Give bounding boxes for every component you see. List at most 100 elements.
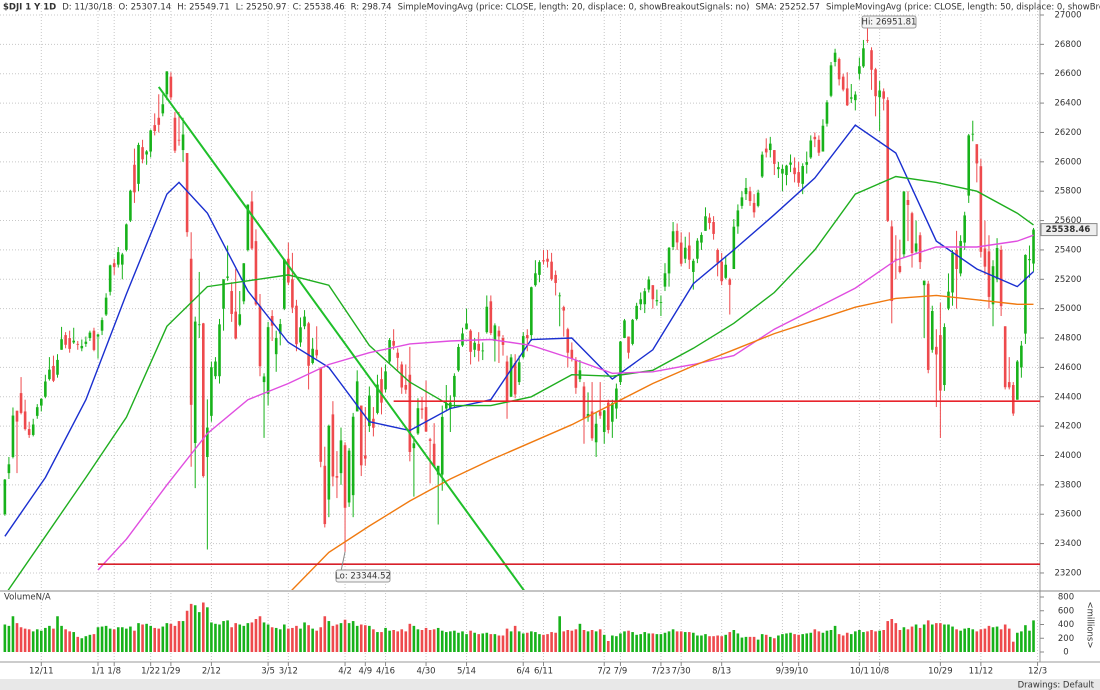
volume-bar bbox=[214, 623, 217, 652]
candle-body bbox=[169, 76, 173, 98]
candle-body bbox=[428, 439, 432, 441]
volume-bar bbox=[582, 630, 586, 652]
volume-bar bbox=[882, 630, 885, 652]
candle-body bbox=[112, 263, 116, 268]
candle-body bbox=[813, 136, 817, 140]
candle-body bbox=[189, 258, 193, 405]
x-tick-label: 7/9 bbox=[614, 667, 628, 677]
volume-bar bbox=[805, 633, 809, 652]
x-tick-label: 4/16 bbox=[376, 667, 395, 677]
x-tick-label: 10/29 bbox=[928, 667, 953, 677]
volume-bar bbox=[68, 631, 71, 652]
volume-bar bbox=[88, 634, 92, 652]
candle-body bbox=[983, 248, 987, 267]
volume-bar bbox=[817, 631, 821, 652]
volume-bar bbox=[436, 627, 440, 652]
candle-body bbox=[760, 154, 764, 177]
volume-bar bbox=[351, 621, 355, 652]
candle-body bbox=[635, 305, 638, 319]
volume-title: VolumeN/A bbox=[4, 593, 51, 603]
volume-bar bbox=[384, 627, 387, 652]
volume-bar bbox=[914, 624, 918, 652]
candle-body bbox=[376, 384, 379, 413]
candle-body bbox=[943, 327, 946, 386]
candle-body bbox=[246, 204, 250, 250]
candle-body bbox=[64, 335, 67, 345]
candle-body bbox=[262, 376, 266, 383]
volume-tick-label: 0 bbox=[1063, 648, 1068, 658]
candle-body bbox=[380, 379, 383, 403]
volume-bar bbox=[777, 635, 780, 652]
candle-body bbox=[789, 162, 792, 165]
candle-body bbox=[153, 125, 157, 131]
candle-body bbox=[1024, 254, 1027, 334]
volume-bar bbox=[388, 630, 391, 652]
x-tick-label: 7/30 bbox=[672, 667, 691, 677]
candle-body bbox=[282, 259, 286, 309]
candle-body bbox=[845, 88, 849, 106]
candle-body bbox=[287, 258, 290, 283]
volume-bar bbox=[258, 616, 262, 652]
header-item: $DJI 1 Y 1D bbox=[3, 3, 56, 13]
candle-body bbox=[930, 311, 934, 350]
candle-body bbox=[347, 450, 351, 503]
candle-body bbox=[60, 339, 63, 350]
volume-bar bbox=[347, 623, 351, 652]
candle-body bbox=[882, 91, 885, 99]
volume-bar bbox=[210, 622, 213, 652]
candle-body bbox=[748, 191, 752, 202]
volume-bar bbox=[971, 629, 975, 652]
candle-body bbox=[400, 364, 404, 388]
candle-body bbox=[108, 265, 112, 292]
x-tick-label: 7/23 bbox=[651, 667, 670, 677]
candle-body bbox=[307, 323, 310, 366]
volume-bar bbox=[165, 623, 169, 652]
candle-body bbox=[40, 398, 43, 406]
candle-body bbox=[96, 334, 100, 337]
candle-body bbox=[999, 249, 1003, 307]
volume-bar bbox=[975, 631, 979, 652]
volume-bar bbox=[902, 627, 906, 652]
x-tick-label: 9/10 bbox=[789, 667, 808, 677]
candle-body bbox=[829, 65, 833, 96]
volume-bar bbox=[44, 627, 47, 652]
candle-body bbox=[230, 291, 233, 314]
volume-bar bbox=[376, 632, 379, 652]
volume-bar bbox=[987, 625, 991, 652]
volume-bar bbox=[870, 630, 873, 652]
candle-body bbox=[121, 254, 124, 265]
moving-average-line bbox=[7, 175, 1034, 590]
candle-body bbox=[469, 330, 472, 352]
volume-bar bbox=[955, 629, 958, 652]
volume-bar bbox=[461, 631, 464, 652]
volume-bar bbox=[566, 630, 570, 652]
candle-body bbox=[165, 71, 169, 95]
header-item: C: 25538.46 bbox=[293, 3, 345, 13]
volume-bar bbox=[849, 634, 853, 652]
header-item: O: 25307.14 bbox=[119, 3, 172, 13]
volume-bar bbox=[602, 634, 606, 652]
volume-bar bbox=[918, 627, 922, 652]
volume-bar bbox=[424, 627, 428, 652]
volume-bar bbox=[910, 626, 914, 652]
volume-bar bbox=[449, 631, 452, 652]
candle-body bbox=[841, 76, 845, 90]
candle-body bbox=[886, 100, 890, 221]
candle-body bbox=[821, 125, 825, 152]
volume-bar bbox=[550, 632, 553, 652]
x-tick-label: 10/1 bbox=[850, 667, 869, 677]
candle-body bbox=[756, 192, 760, 206]
volume-bar bbox=[858, 630, 861, 652]
volume-bar bbox=[1016, 632, 1019, 652]
candle-body bbox=[319, 367, 323, 462]
x-tick-label: 3/5 bbox=[261, 667, 275, 677]
header-item: SimpleMovingAvg (price: CLOSE, length: 5… bbox=[826, 3, 1100, 13]
candle-body bbox=[602, 410, 606, 433]
y-tick-label: 26800 bbox=[1054, 40, 1081, 50]
volume-bar bbox=[1007, 628, 1011, 652]
candle-body bbox=[254, 241, 258, 305]
volume-bar bbox=[72, 632, 76, 652]
volume-bar bbox=[671, 629, 675, 652]
candle-body bbox=[72, 340, 76, 343]
volume-bar bbox=[712, 636, 715, 652]
